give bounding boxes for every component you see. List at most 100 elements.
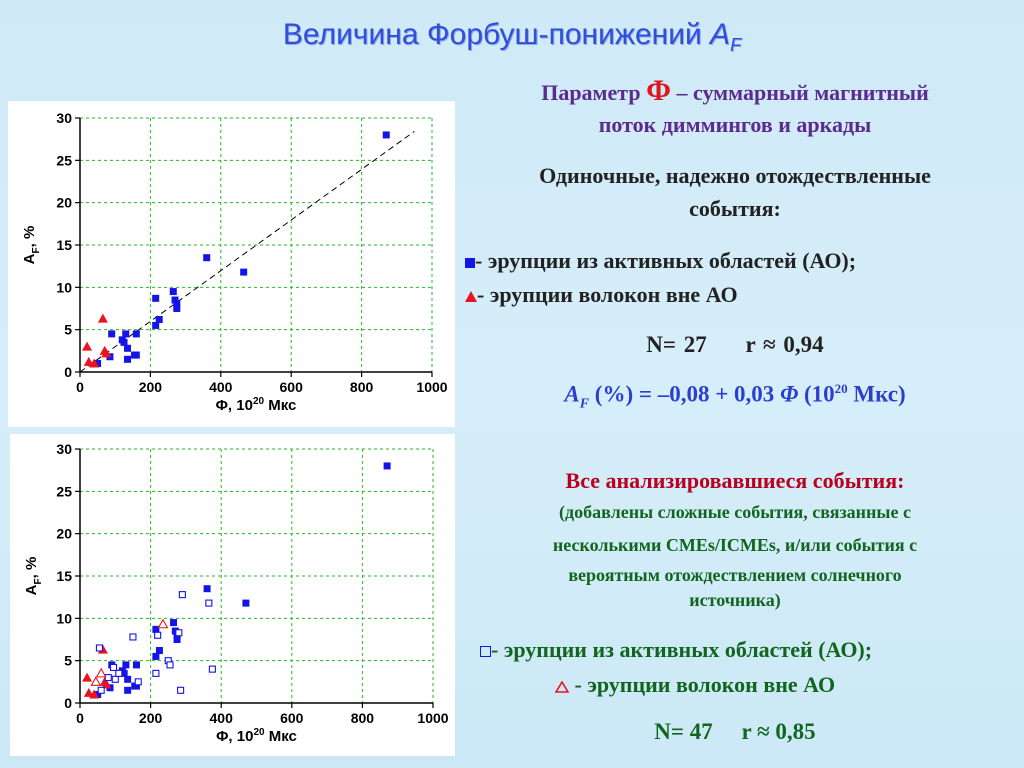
data-point-ao-open — [178, 591, 186, 599]
y-tick-label: 30 — [56, 441, 72, 457]
open-square-icon — [480, 646, 491, 658]
phi-symbol: Φ — [646, 74, 671, 107]
data-point-ao — [382, 131, 390, 139]
data-point-filament-open — [95, 667, 107, 678]
data-point-ao — [94, 691, 102, 699]
data-point-ao — [132, 682, 140, 690]
data-point-filament — [89, 689, 100, 699]
x-tick-label: 800 — [351, 710, 375, 726]
data-point-ao-open — [134, 678, 142, 686]
data-point-ao — [170, 619, 178, 627]
data-point-ao — [124, 675, 132, 683]
scatter-chart-svg: 0 200 400 600 800 1000 0 5 10 15 20 25 30 Φ, 1020 Мкс… — [23, 441, 449, 745]
slide-title: Величина Форбуш-понижений AF — [0, 18, 1024, 56]
all-events-note-2: несколькими CMEs/ICMEs, и/или события с — [552, 535, 918, 555]
data-point-ao — [169, 288, 177, 296]
data-point-ao-open — [129, 633, 137, 641]
data-point-ao — [152, 294, 160, 302]
x-tick-label: 400 — [209, 379, 233, 395]
x-axis-label: Φ, 1020 Мкс — [216, 396, 297, 414]
data-point-ao — [240, 268, 248, 276]
data-point-ao — [155, 647, 163, 655]
data-point-ao — [152, 652, 160, 660]
y-tick-label: 25 — [56, 152, 72, 168]
y-tick-label: 15 — [56, 568, 72, 584]
data-point-filament — [101, 348, 112, 358]
single-events-heading-1: Одиночные, надежно отождествленные — [539, 163, 931, 188]
y-tick-label: 15 — [56, 237, 72, 253]
data-point-ao-open — [154, 631, 162, 639]
data-point-ao — [132, 661, 140, 669]
data-point-ao — [124, 344, 132, 352]
y-axis-label: AF, % — [21, 226, 42, 265]
single-events-heading-2: события: — [689, 196, 781, 221]
data-point-ao — [152, 321, 160, 329]
data-point-ao — [155, 316, 163, 324]
y-tick-label: 20 — [56, 526, 72, 542]
data-point-ao — [173, 300, 181, 308]
data-point-ao-open — [205, 599, 213, 607]
x-tick-label: 600 — [280, 710, 304, 726]
y-tick-label: 10 — [56, 279, 72, 295]
data-point-filament — [97, 313, 108, 323]
data-point-ao-open — [109, 663, 118, 671]
all-events-note-4: источника) — [689, 590, 781, 610]
data-point-ao — [171, 296, 179, 304]
data-point-ao — [383, 462, 391, 470]
y-tick-label: 30 — [56, 110, 72, 126]
data-point-ao-open — [175, 629, 183, 637]
x-tick-label: 600 — [280, 379, 304, 395]
x-tick-label: 200 — [139, 710, 163, 726]
x-axis-label: Φ, 1020 Мкс — [216, 727, 297, 745]
y-tick-label: 25 — [56, 483, 72, 499]
data-point-ao — [124, 355, 132, 363]
y-tick-label: 0 — [64, 695, 72, 711]
data-point-filament — [82, 672, 93, 682]
data-point-ao-open — [166, 661, 174, 669]
legend-filament-filled: - эрупции волокон вне АО — [465, 282, 738, 308]
regression-line — [79, 130, 415, 373]
data-point-ao-open — [97, 686, 105, 694]
x-tick-label: 1000 — [417, 710, 448, 726]
legend-ao-open: - эрупции из активных областей (АО); — [480, 637, 872, 663]
data-point-ao-open — [115, 669, 123, 677]
data-point-ao-open — [104, 674, 112, 682]
y-tick-label: 20 — [56, 195, 72, 211]
data-point-ao — [132, 330, 140, 338]
x-tick-label: 800 — [350, 379, 374, 395]
open-triangle-icon — [555, 680, 569, 693]
data-point-filament — [101, 679, 112, 689]
data-point-ao — [124, 686, 132, 694]
all-events-note-3: вероятным отождествлением солнечного — [568, 565, 902, 585]
title-main: Величина Форбуш-понижений — [282, 18, 711, 51]
y-axis-label: AF, % — [23, 557, 44, 596]
x-tick-label: 0 — [76, 379, 84, 395]
data-point-ao — [203, 254, 211, 262]
parameter-line-2: поток диммингов и аркады — [598, 112, 872, 137]
data-point-ao — [152, 625, 160, 633]
data-point-ao-open — [111, 675, 119, 683]
data-point-ao — [122, 330, 130, 338]
data-point-ao-open — [95, 644, 103, 652]
data-point-ao-open — [208, 665, 216, 673]
data-point-filament — [89, 358, 100, 368]
x-tick-label: 400 — [210, 710, 234, 726]
y-tick-label: 10 — [56, 610, 72, 626]
legend-ao-filled: - эрупции из активных областей (АО); — [465, 248, 856, 274]
y-tick-label: 5 — [64, 322, 72, 338]
filled-square-icon — [465, 257, 475, 268]
data-point-ao — [120, 669, 128, 677]
data-point-ao — [120, 338, 128, 346]
stats-top: N= 27 r ≈ 0,94 — [646, 332, 824, 357]
all-events-note-1: (добавлены сложные события, связанные с — [559, 502, 911, 522]
data-point-ao — [108, 330, 116, 338]
data-point-filament-open — [90, 676, 102, 686]
x-tick-label: 200 — [139, 379, 163, 395]
y-tick-label: 5 — [64, 653, 72, 669]
stats-bottom: N= 47 r ≈ 0,85 — [654, 719, 816, 744]
title-af: AF — [710, 18, 742, 55]
all-events-heading: Все анализировавшиеся события: — [565, 468, 905, 493]
data-point-ao-open — [152, 669, 160, 677]
legend-filament-open: - эрупции волокон вне АО — [555, 672, 835, 698]
data-point-ao — [173, 305, 181, 312]
